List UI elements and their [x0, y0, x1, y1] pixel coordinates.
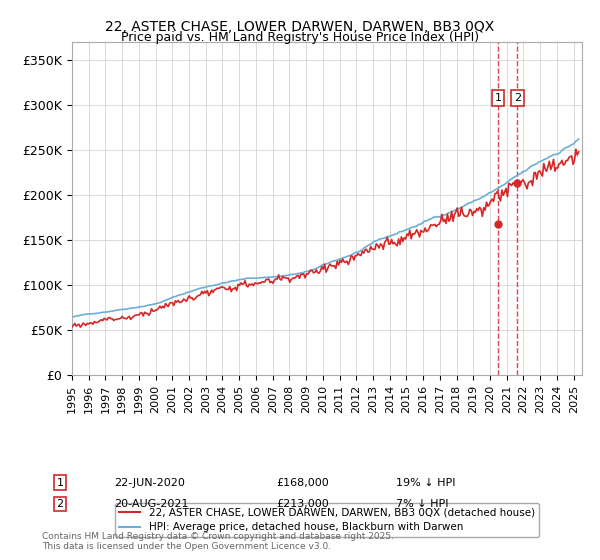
- Text: 1: 1: [494, 93, 502, 103]
- Legend: 22, ASTER CHASE, LOWER DARWEN, DARWEN, BB3 0QX (detached house), HPI: Average pr: 22, ASTER CHASE, LOWER DARWEN, DARWEN, B…: [115, 503, 539, 536]
- Text: 2: 2: [56, 499, 64, 509]
- Text: 2: 2: [514, 93, 521, 103]
- Text: £213,000: £213,000: [276, 499, 329, 509]
- Text: £168,000: £168,000: [276, 478, 329, 488]
- Text: 1: 1: [56, 478, 64, 488]
- Text: 20-AUG-2021: 20-AUG-2021: [114, 499, 188, 509]
- Text: 22, ASTER CHASE, LOWER DARWEN, DARWEN, BB3 0QX: 22, ASTER CHASE, LOWER DARWEN, DARWEN, B…: [106, 20, 494, 34]
- Text: 22-JUN-2020: 22-JUN-2020: [114, 478, 185, 488]
- Text: 7% ↓ HPI: 7% ↓ HPI: [396, 499, 449, 509]
- Text: 19% ↓ HPI: 19% ↓ HPI: [396, 478, 455, 488]
- Text: Price paid vs. HM Land Registry's House Price Index (HPI): Price paid vs. HM Land Registry's House …: [121, 31, 479, 44]
- Text: Contains HM Land Registry data © Crown copyright and database right 2025.
This d: Contains HM Land Registry data © Crown c…: [42, 531, 394, 551]
